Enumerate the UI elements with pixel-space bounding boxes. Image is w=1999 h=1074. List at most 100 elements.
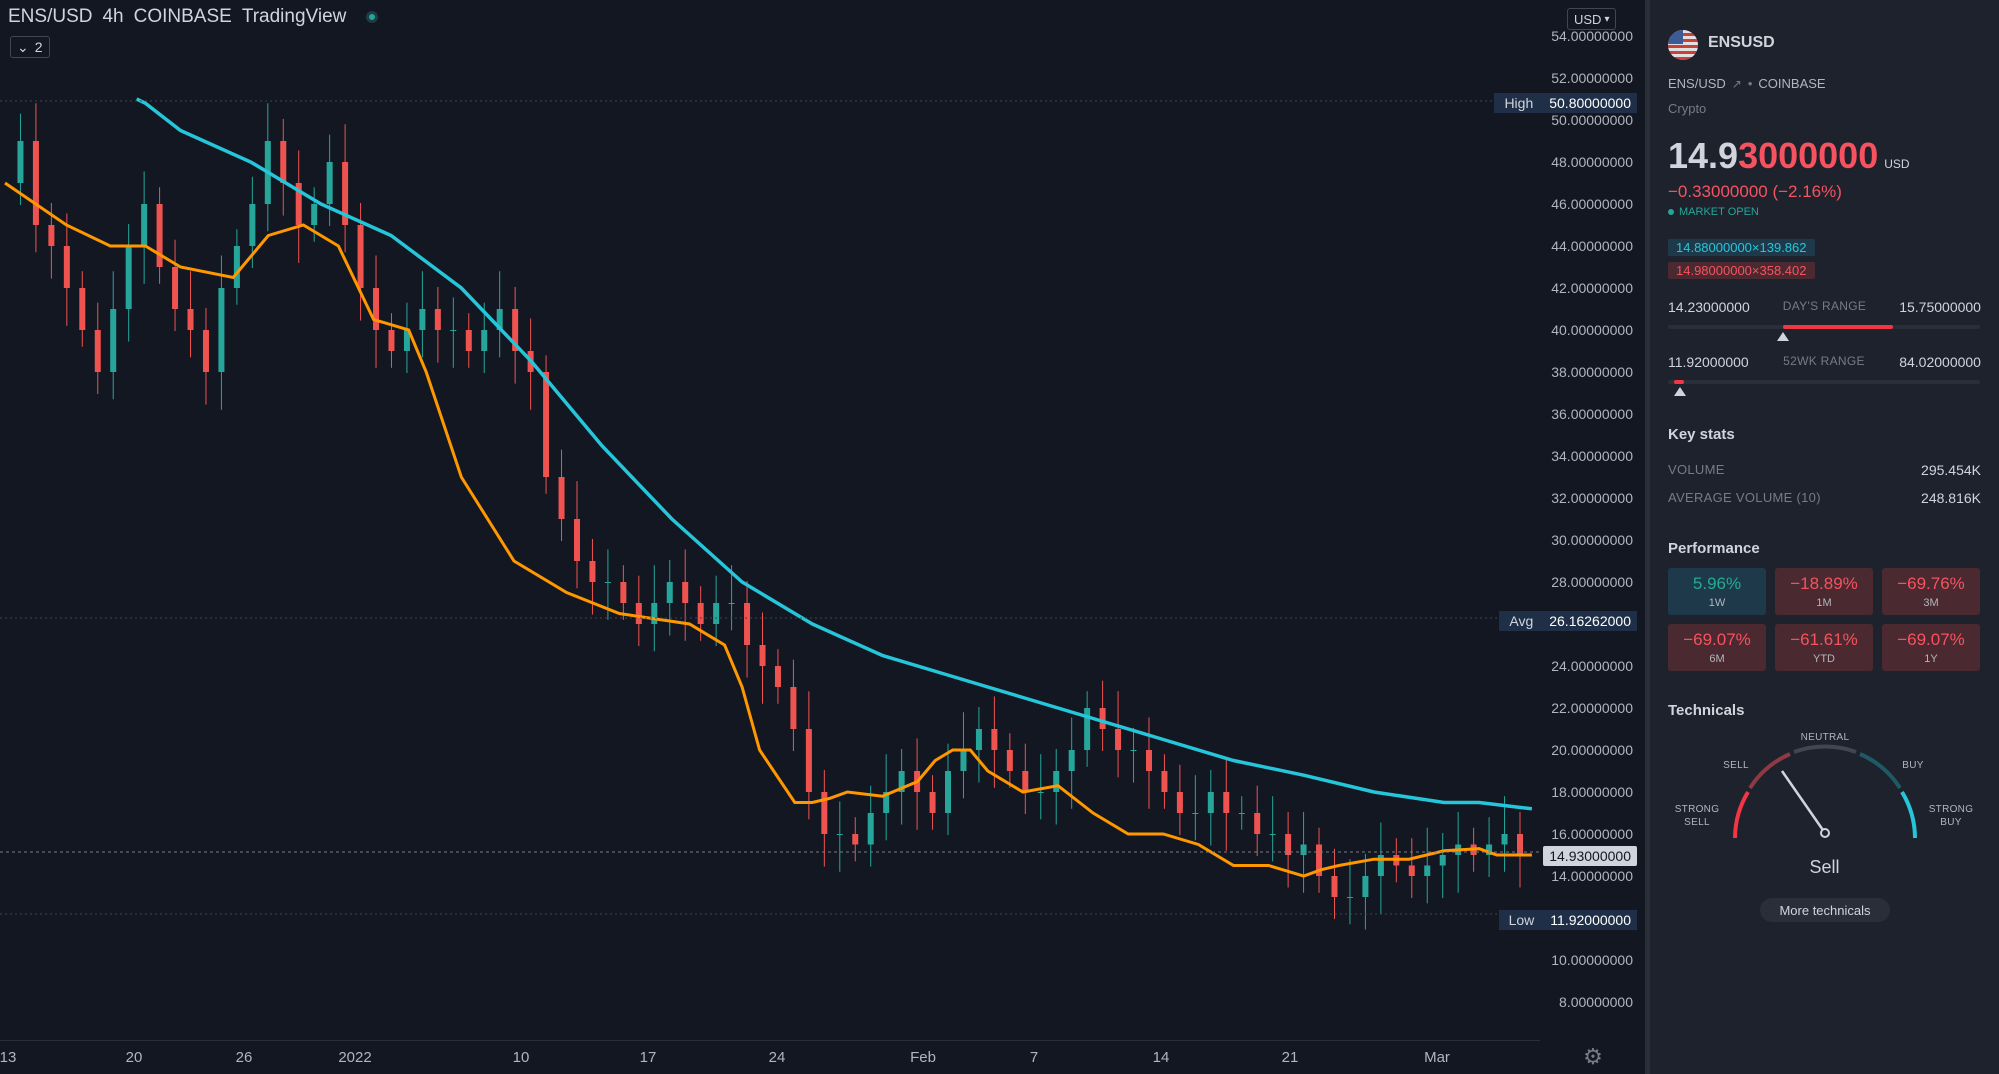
time-tick: 7 (1029, 1049, 1039, 1066)
candle-body (1006, 750, 1013, 771)
candle-body (48, 225, 55, 246)
candle-body (1238, 813, 1245, 814)
gauge-neutral-label: NEUTRAL (1800, 732, 1850, 743)
performance-cell-3m[interactable]: −69.76% 3M (1882, 568, 1980, 615)
currency-button[interactable]: USD ▾ (1567, 8, 1617, 30)
volume-row: VOLUME 295.454K (1668, 462, 1981, 478)
price-tick: 34.00000000 (1551, 448, 1633, 464)
candle-body (898, 771, 905, 792)
candle-body (1176, 792, 1183, 813)
time-tick: 17 (639, 1049, 657, 1066)
candle-body (1331, 876, 1338, 897)
price-tick: 24.00000000 (1551, 658, 1633, 674)
category: Crypto (1668, 101, 1707, 116)
time-tick: 24 (768, 1049, 786, 1066)
time-tick: Mar (1424, 1049, 1450, 1066)
candle-body (32, 141, 39, 225)
candle-body (1439, 855, 1446, 866)
performance-cell-1m[interactable]: −18.89% 1M (1775, 568, 1873, 615)
candle-body (1099, 708, 1106, 729)
price-tick: 30.00000000 (1551, 532, 1633, 548)
candle-body (604, 582, 611, 583)
ma-fast-line (4, 181, 1532, 878)
price-tick: 36.00000000 (1551, 406, 1633, 422)
key-stats-title: Key stats (1668, 426, 1735, 443)
candle-body (759, 645, 766, 666)
candle-body (1377, 855, 1384, 876)
candle-body (1022, 771, 1029, 792)
legend-symbol[interactable]: ENS/USD (8, 6, 93, 27)
performance-cell-1y[interactable]: −69.07% 1Y (1882, 624, 1980, 671)
avg-volume-label: AVERAGE VOLUME (10) (1668, 490, 1821, 505)
us-flag-icon (1668, 30, 1698, 60)
gauge-strong-buy-line1: STRONG (1928, 804, 1974, 815)
gauge-sell-label: SELL (1723, 760, 1749, 771)
performance-period: 3M (1923, 597, 1939, 609)
candle-body (790, 687, 797, 729)
candle-body (883, 792, 890, 813)
candle-body (620, 582, 627, 603)
price-tick: 14.00000000 (1551, 868, 1633, 884)
candle-body (202, 330, 209, 372)
time-tick: 2022 (338, 1049, 372, 1066)
candle-body (388, 330, 395, 351)
price-change: −0.33000000 (−2.16%) (1668, 182, 1842, 201)
gear-icon[interactable]: ⚙ (1583, 1044, 1603, 1069)
days-range-high: 15.75000000 (1899, 299, 1981, 315)
performance-cell-ytd[interactable]: −61.61% YTD (1775, 624, 1873, 671)
bid-badge: 14.88000000×139.862 (1668, 239, 1815, 256)
candle-body (945, 771, 952, 813)
days-range-fill (1783, 325, 1893, 329)
volume-value: 295.454K (1921, 462, 1981, 478)
candle-body (373, 288, 380, 330)
candle-body (713, 603, 720, 624)
current-price-label: 14.93000000 (1543, 846, 1637, 867)
wk52-range-high: 84.02000000 (1899, 354, 1981, 370)
gauge-strong-buy-line2: BUY (1940, 817, 1962, 828)
performance-cell-1w[interactable]: 5.96% 1W (1668, 568, 1766, 615)
candle-body (1424, 865, 1431, 876)
wk52-range-label: 52WK RANGE (1783, 354, 1865, 368)
gauge-needle (1780, 770, 1827, 834)
gauge-strong-sell-arc (1733, 790, 1750, 839)
low-label: Low 11.92000000 (1498, 909, 1637, 930)
indicators-toggle-button[interactable]: ⌄ 2 (10, 36, 50, 58)
market-status-dot-icon (366, 11, 379, 23)
performance-value: −69.76% (1897, 574, 1965, 593)
pair-link[interactable]: ENS/USD (1668, 76, 1726, 91)
price-chart[interactable] (0, 0, 1540, 1040)
candle-body (836, 834, 843, 835)
wk52-range-row: 11.92000000 52WK RANGE 84.02000000 (1668, 354, 1981, 370)
time-tick: 10 (512, 1049, 530, 1066)
performance-period: 1Y (1924, 653, 1938, 665)
candle-body (94, 330, 101, 372)
more-technicals-button[interactable]: More technicals (1760, 898, 1890, 922)
performance-cell-6m[interactable]: −69.07% 6M (1668, 624, 1766, 671)
performance-period: YTD (1813, 653, 1835, 665)
price-tick: 48.00000000 (1551, 154, 1633, 170)
candle-body (403, 330, 410, 351)
currency-label: USD (1574, 11, 1602, 27)
volume-label: VOLUME (1668, 462, 1725, 477)
wk52-range-bar (1668, 380, 1980, 384)
candle-body (311, 204, 318, 225)
candle-body (357, 225, 364, 288)
time-axis[interactable]: 13 20 26 2022 10 17 24 Feb 7 14 21 Mar (0, 1040, 1540, 1074)
low-label-tag: Low (1498, 909, 1545, 930)
performance-period: 1W (1708, 597, 1726, 609)
time-tick: 13 (0, 1049, 17, 1066)
candle-body (1161, 771, 1168, 792)
legend-interval[interactable]: 4h (102, 6, 124, 27)
price-tick: 18.00000000 (1551, 784, 1633, 800)
pair-row: ENS/USD ↗ • COINBASE (1668, 76, 1826, 91)
gauge-buy-label: BUY (1902, 760, 1924, 771)
market-open-dot-icon (1668, 209, 1674, 215)
external-link-icon[interactable]: ↗ (1731, 76, 1742, 91)
chart-legend[interactable]: ENS/USD 4h COINBASE TradingView (8, 6, 379, 28)
price-axis[interactable]: 54.00000000 52.00000000 50.00000000 48.0000… (1494, 0, 1645, 1040)
technicals-result: Sell (1809, 857, 1840, 877)
chart-area[interactable]: ENS/USD 4h COINBASE TradingView ⌄ 2 USD … (0, 0, 1645, 1074)
gauge-pivot (1820, 828, 1830, 838)
panel-symbol[interactable]: ENSUSD (1708, 34, 1775, 51)
panel-divider[interactable] (1645, 0, 1650, 1074)
